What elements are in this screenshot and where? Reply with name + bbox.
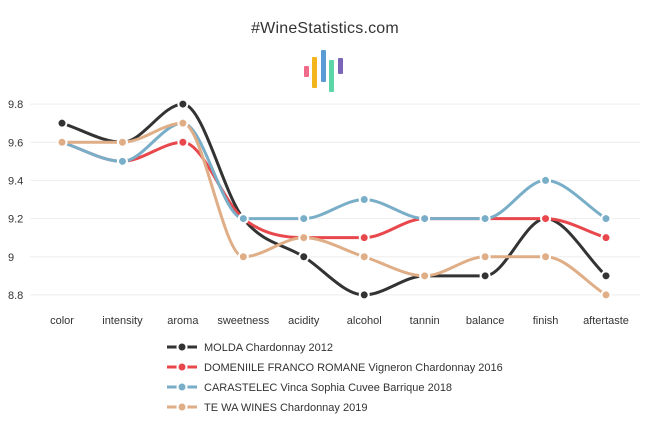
x-tick-label: alcohol	[347, 315, 382, 327]
data-point[interactable]	[419, 270, 431, 282]
data-point[interactable]	[237, 251, 249, 263]
legend-swatch-marker	[176, 361, 188, 373]
y-tick-label: 9.6	[8, 137, 23, 149]
data-point[interactable]	[56, 117, 68, 129]
legend-item[interactable]: CARASTELEC Vinca Sophia Cuvee Barrique 2…	[167, 381, 452, 394]
data-point[interactable]	[419, 213, 431, 225]
data-point[interactable]	[56, 136, 68, 148]
data-point[interactable]	[479, 251, 491, 263]
data-point[interactable]	[358, 194, 370, 205]
data-point[interactable]	[298, 251, 310, 263]
series-line	[60, 121, 608, 221]
legend-item[interactable]: TE WA WINES Chardonnay 2019	[167, 401, 367, 414]
legend-item[interactable]: DOMENIILE FRANCO ROMANE Vigneron Chardon…	[167, 361, 503, 374]
legend[interactable]: MOLDA Chardonnay 2012 DOMENIILE FRANCO RO…	[167, 341, 503, 414]
y-tick-label: 8.8	[8, 290, 23, 302]
x-tick-label: balance	[466, 315, 505, 327]
x-tick-label: acidity	[288, 315, 320, 327]
grid-layer	[30, 103, 640, 296]
x-tick-label: finish	[533, 315, 559, 327]
data-point[interactable]	[116, 155, 128, 167]
legend-label: MOLDA Chardonnay 2012	[204, 342, 333, 354]
data-point[interactable]	[600, 232, 612, 244]
series-layer	[56, 98, 612, 301]
data-point[interactable]	[600, 213, 612, 225]
data-point[interactable]	[479, 213, 491, 225]
legend-swatch-marker	[176, 341, 188, 353]
site-title: #WineStatistics.com	[251, 20, 399, 37]
legend-label: TE WA WINES Chardonnay 2019	[204, 402, 367, 414]
data-point[interactable]	[600, 270, 612, 282]
data-point[interactable]	[177, 136, 189, 148]
data-point[interactable]	[298, 213, 310, 225]
legend-label: DOMENIILE FRANCO ROMANE Vigneron Chardon…	[204, 362, 503, 374]
data-point[interactable]	[358, 232, 370, 244]
series-line	[60, 102, 608, 297]
y-tick-label: 9.8	[8, 99, 23, 111]
data-point[interactable]	[358, 289, 370, 301]
series-line	[60, 121, 608, 297]
axis-layer: 8.8 9 9.2 9.4 9.6 9.8 color intensity aroma sweet…	[8, 99, 629, 327]
data-point[interactable]	[540, 174, 552, 186]
data-point[interactable]	[540, 213, 552, 225]
series-line	[60, 140, 608, 240]
x-tick-label: aroma	[167, 315, 199, 327]
data-point[interactable]	[237, 213, 249, 225]
wine-statistics-logo-icon	[304, 50, 343, 92]
legend-swatch-marker	[176, 381, 188, 393]
x-tick-label: sweetness	[217, 315, 269, 327]
x-tick-label: intensity	[102, 315, 143, 327]
data-point[interactable]	[177, 98, 189, 110]
legend-swatch-marker	[176, 401, 188, 413]
legend-label: CARASTELEC Vinca Sophia Cuvee Barrique 2…	[204, 382, 452, 394]
y-tick-label: 9	[8, 252, 14, 264]
data-point[interactable]	[177, 117, 189, 129]
legend-item[interactable]: MOLDA Chardonnay 2012	[167, 341, 333, 354]
series-1	[56, 98, 612, 301]
y-tick-label: 9.4	[8, 175, 23, 187]
series-4	[56, 117, 612, 301]
data-point[interactable]	[116, 136, 128, 148]
y-tick-label: 9.2	[8, 214, 23, 226]
x-tick-label: tannin	[410, 315, 440, 327]
data-point[interactable]	[540, 251, 552, 263]
data-point[interactable]	[358, 251, 370, 263]
x-tick-label: color	[50, 315, 74, 327]
data-point[interactable]	[479, 270, 491, 282]
x-tick-label: aftertaste	[583, 315, 629, 327]
data-point[interactable]	[600, 289, 612, 301]
data-point[interactable]	[298, 232, 310, 244]
